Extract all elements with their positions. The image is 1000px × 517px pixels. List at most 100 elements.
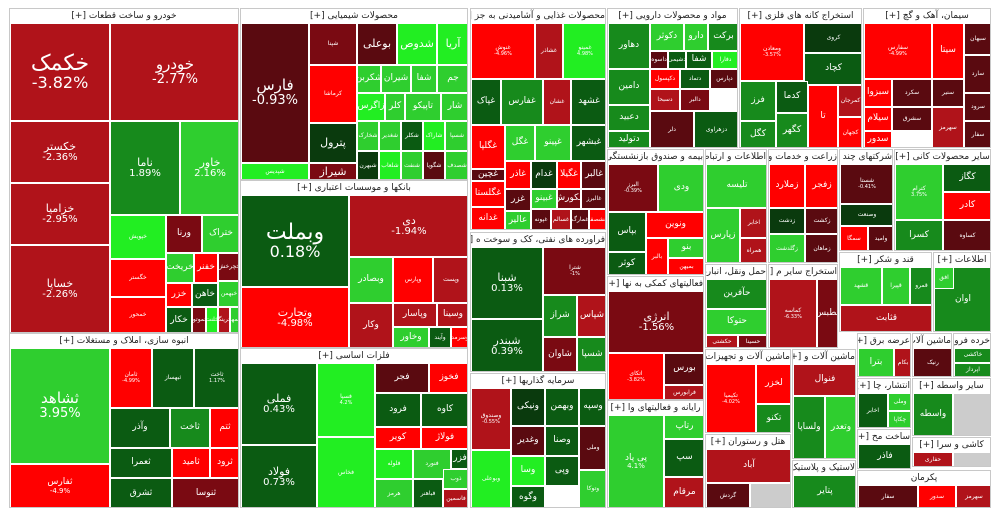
sector-title[interactable]: خرده فروش [+]: [954, 334, 990, 348]
stock-tile[interactable]: ناما 1.89%: [110, 121, 180, 215]
stock-tile[interactable]: غالبرز: [581, 189, 605, 209]
stock-tile[interactable]: خکستر -2.36%: [10, 121, 110, 183]
stock-tile[interactable]: جم: [437, 65, 467, 93]
stock-tile[interactable]: اخابر: [858, 393, 888, 427]
stock-tile[interactable]: سیلام: [864, 107, 892, 131]
sector-title[interactable]: اطلاعات و ارتباطات [+]: [706, 150, 766, 164]
sector-title[interactable]: خودرو و ساخت قطعات [+]: [10, 9, 238, 23]
stock-tile[interactable]: غپونه: [531, 209, 551, 229]
sector-title[interactable]: محصولات شیمیایی [+]: [241, 9, 467, 23]
stock-tile[interactable]: حتوکا: [706, 309, 766, 335]
stock-tile[interactable]: برکت: [708, 23, 737, 51]
sector-chemical[interactable]: محصولات شیمیایی [+] فارس -0.93% شپنا بوعل…: [240, 8, 468, 180]
stock-tile[interactable]: زاگرس: [357, 93, 385, 121]
stock-tile[interactable]: تاپیکو: [405, 93, 441, 121]
stock-tile[interactable]: سهرمز: [956, 485, 990, 507]
stock-tile[interactable]: وصنا: [545, 426, 579, 456]
stock-tile[interactable]: بپاس: [608, 212, 646, 252]
sector-title[interactable]: ساخت مح [+]: [858, 430, 910, 444]
stock-tile[interactable]: مرقام: [664, 477, 703, 507]
stock-tile[interactable]: خاهن: [192, 283, 218, 307]
stock-tile[interactable]: سمگا: [840, 226, 868, 250]
stock-tile[interactable]: کرماشا: [309, 65, 357, 123]
stock-tile[interactable]: وصندوق -0.55%: [471, 388, 511, 450]
stock-tile[interactable]: هرمز: [375, 479, 413, 507]
stock-tile[interactable]: خبهمن: [218, 281, 238, 307]
stock-tile[interactable]: وکار: [349, 303, 393, 347]
sector-title[interactable]: مواد و محصولات دارویی [+]: [608, 9, 737, 23]
stock-tile[interactable]: وبصادر: [349, 257, 393, 303]
sector-food[interactable]: محصولات غذایی و آشامیدنی به جز [+] غنوش -…: [470, 8, 606, 230]
stock-tile[interactable]: غسالم: [551, 209, 571, 229]
stock-tile[interactable]: دلر: [650, 111, 694, 147]
stock-tile[interactable]: پتایر: [793, 475, 855, 507]
stock-tile[interactable]: انرژی -1.56%: [608, 291, 703, 353]
stock-tile[interactable]: فسپا 4.2%: [317, 363, 375, 437]
stock-tile[interactable]: شخارک: [357, 121, 379, 151]
stock-tile[interactable]: کگاز: [943, 164, 990, 192]
stock-tile[interactable]: البرز -0.39%: [608, 164, 658, 212]
sector-cement[interactable]: سیمان، آهک و گچ [+] سفارس -4.99% سیتا سبه…: [863, 8, 991, 148]
sector-title[interactable]: بانکها و موسسات اعتباری [+]: [241, 181, 467, 195]
sector-rubber[interactable]: هتل و رستوران [+] آباد گردش: [705, 434, 791, 508]
stock-tile[interactable]: خودرو -2.77%: [110, 23, 238, 121]
stock-tile[interactable]: دالبر: [680, 89, 710, 111]
sector-hotel[interactable]: لاستیک و پلاستیک [+] پتایر: [792, 460, 856, 508]
stock-tile[interactable]: خپویش: [110, 215, 166, 259]
stock-tile[interactable]: کگهر: [776, 113, 808, 147]
stock-tile[interactable]: شستا -0.41%: [840, 164, 892, 204]
stock-tile[interactable]: ثامید: [172, 448, 210, 478]
stock-tile[interactable]: شبهرن: [357, 151, 379, 179]
sector-pharma[interactable]: مواد و محصولات دارویی [+] دهاور دکوثر دا…: [607, 8, 738, 148]
stock-tile[interactable]: شغدیر: [379, 121, 401, 151]
stock-tile[interactable]: وپست: [433, 257, 467, 303]
sector-title[interactable]: لاستیک و پلاستیک [+]: [793, 461, 855, 475]
sector-title[interactable]: کاشی و سرا [+]: [913, 438, 990, 452]
stock-tile[interactable]: شترا -1%: [543, 247, 605, 295]
sector-title[interactable]: شرکتهای چند رشته ای [+]: [840, 150, 892, 164]
stock-tile[interactable]: سرود: [964, 93, 990, 121]
stock-tile[interactable]: وصنعت: [840, 204, 892, 226]
sector-title[interactable]: عرضه برق [+]: [858, 334, 910, 348]
stock-tile[interactable]: عالیر: [505, 211, 531, 229]
stock-tile[interactable]: وملی: [888, 393, 910, 411]
stock-tile[interactable]: دپارس: [710, 69, 737, 89]
stock-tile[interactable]: اپرداز: [954, 363, 990, 376]
stock-tile[interactable]: کادر: [943, 192, 990, 220]
stock-tile[interactable]: خمحور: [110, 297, 166, 332]
stock-tile[interactable]: ختراک: [202, 215, 238, 253]
stock-tile[interactable]: کمرجان: [838, 85, 861, 117]
stock-tile[interactable]: فرابورس: [664, 385, 703, 399]
stock-tile[interactable]: گردش: [706, 483, 750, 507]
stock-tile[interactable]: سنیر: [932, 79, 964, 107]
stock-tile[interactable]: سشرق: [892, 107, 932, 131]
stock-tile[interactable]: غدانه: [471, 207, 505, 229]
stock-tile[interactable]: فاسمین: [443, 489, 467, 507]
stock-tile[interactable]: کویر: [375, 427, 421, 449]
stock-tile[interactable]: وآیند: [429, 327, 451, 347]
sector-title[interactable]: سایر محصولات کانی [+]: [895, 150, 990, 164]
stock-tile[interactable]: غاذر: [505, 161, 531, 189]
stock-tile[interactable]: شسپا: [445, 121, 467, 151]
stock-tile[interactable]: کروی: [804, 23, 861, 53]
stock-tile[interactable]: خزامیا -2.95%: [10, 183, 110, 245]
stock-tile[interactable]: فارس -0.93%: [241, 23, 309, 163]
stock-tile[interactable]: کترام 3.75%: [895, 164, 943, 220]
stock-tile[interactable]: سفار: [858, 485, 918, 507]
stock-tile[interactable]: فولاژ: [421, 427, 467, 449]
stock-tile[interactable]: شسپا: [577, 337, 605, 371]
stock-tile[interactable]: غمارگ: [571, 209, 589, 229]
stock-tile[interactable]: غگل: [505, 125, 535, 161]
stock-tile[interactable]: دتولید: [608, 131, 650, 147]
stock-tile[interactable]: شلعاب: [379, 151, 401, 179]
stock-tile[interactable]: قمرو: [910, 267, 931, 305]
stock-tile[interactable]: وسینا: [437, 303, 467, 327]
stock-tile[interactable]: وآذر: [110, 408, 170, 448]
stock-tile[interactable]: شیران: [381, 65, 411, 93]
sector-title[interactable]: ماشین آلات و [+]: [913, 334, 951, 348]
sector-insurance[interactable]: بیمه و صندوق بازنشستگی [+] البرز-0.39% و…: [607, 149, 704, 275]
stock-tile[interactable]: دهاور: [608, 23, 650, 69]
stock-tile[interactable]: سکرد: [892, 79, 932, 107]
sector-title[interactable]: انتشار، چا [+]: [858, 379, 910, 393]
stock-tile[interactable]: زکشت: [805, 208, 837, 234]
